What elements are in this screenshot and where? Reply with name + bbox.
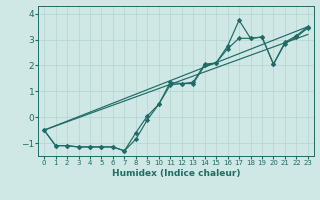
X-axis label: Humidex (Indice chaleur): Humidex (Indice chaleur) — [112, 169, 240, 178]
